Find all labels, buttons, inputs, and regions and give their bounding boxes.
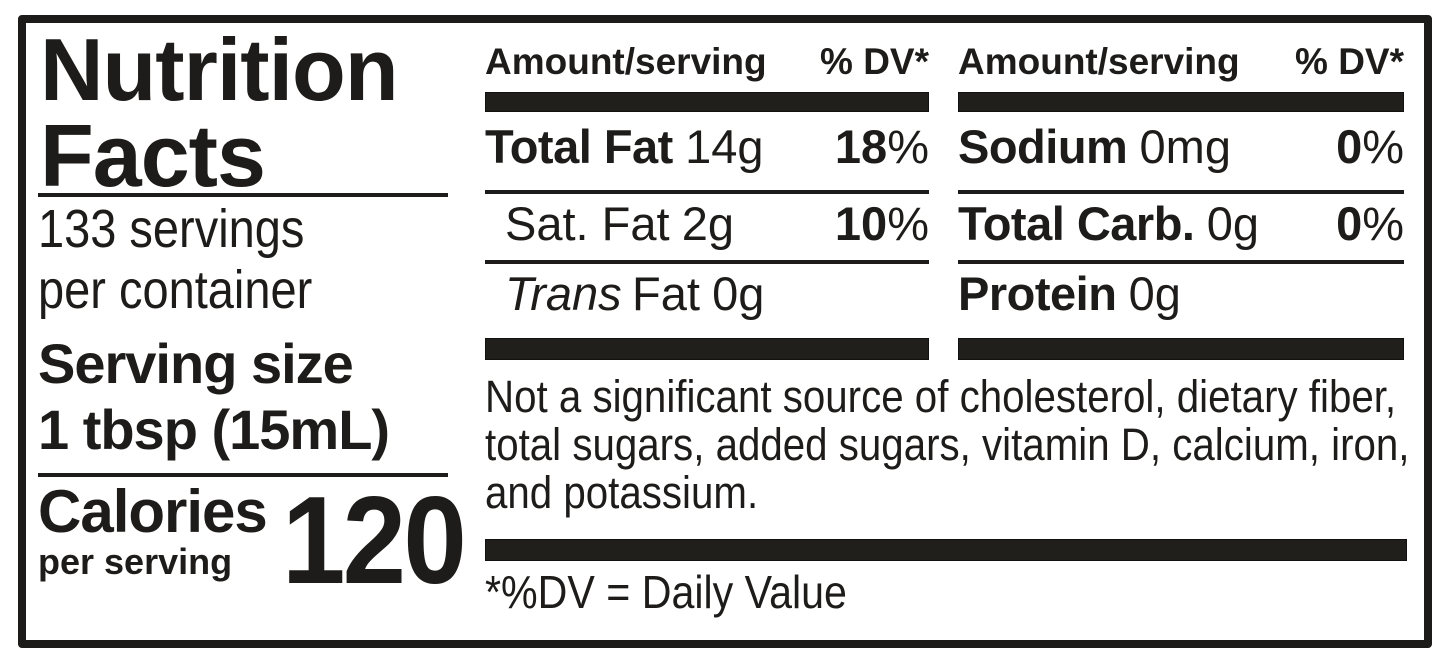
nutrient-row-sodium: Sodium 0mg 0%: [958, 121, 1404, 173]
column-header: Amount/serving % DV*: [485, 41, 929, 83]
nutrient-row-sat-fat: Sat. Fat 2g 10%: [485, 198, 929, 250]
nutrient-column-sodium-carb: Amount/serving % DV* Sodium 0mg 0% Total …: [958, 23, 1404, 368]
nutrient-column-fat: Amount/serving % DV* Total Fat 14g 18% Sa…: [485, 23, 929, 368]
calories-sublabel: per serving: [38, 541, 233, 582]
daily-value-definition: *%DV = Daily Value: [485, 566, 847, 618]
label-title-line1: Nutrition: [40, 20, 399, 119]
nutrient-row-protein: Protein 0g: [958, 268, 1404, 320]
nutrient-name-and-amount: Trans Fat 0g: [505, 268, 764, 320]
serving-size-block: Serving size 1 tbsp (15mL): [38, 331, 390, 463]
row-divider: [958, 190, 1404, 194]
nutrient-name: Trans Fat: [505, 267, 700, 320]
nutrient-amount: 0g: [1206, 197, 1259, 250]
calories-value: 120: [282, 472, 467, 610]
nutrient-amount: 0mg: [1139, 120, 1231, 173]
left-panel-divider-top: [38, 193, 448, 197]
servings-container-line: per container: [38, 260, 313, 320]
nutrient-name-and-amount: Sat. Fat 2g: [505, 198, 734, 250]
column-bottom-bar: [958, 338, 1404, 360]
nutrient-name: Total Carb.: [958, 197, 1195, 250]
column-bottom-bar: [485, 338, 929, 360]
footnote-bar: [485, 539, 1407, 561]
nutrient-amount: 0g: [712, 267, 765, 320]
row-divider: [485, 190, 929, 194]
header-bar: [485, 92, 929, 112]
nutrient-amount: 14g: [685, 120, 764, 173]
nutrient-dv: 10%: [834, 197, 929, 250]
amount-per-serving-header: Amount/serving: [958, 41, 1240, 82]
nutrient-amount: 2g: [681, 197, 735, 250]
nutrition-facts-label: Nutrition Facts 133 servings per contain…: [18, 15, 1432, 648]
nutrient-name-and-amount: Total Fat 14g: [485, 121, 763, 173]
nutrient-name: Total Fat: [485, 120, 673, 173]
serving-size-value: 1 tbsp (15mL): [38, 398, 390, 461]
nutrient-name-and-amount: Total Carb. 0g: [958, 198, 1259, 250]
row-divider: [485, 260, 929, 264]
nutrient-row-total-carb: Total Carb. 0g 0%: [958, 198, 1404, 250]
nutrient-row-trans-fat: Trans Fat 0g: [485, 268, 929, 320]
nutrient-amount: 0g: [1128, 267, 1181, 320]
amount-per-serving-header: Amount/serving: [485, 41, 767, 82]
nutrient-row-total-fat: Total Fat 14g 18%: [485, 121, 929, 173]
percent-dv-header: % DV*: [1295, 41, 1404, 82]
nutrient-name-and-amount: Sodium 0mg: [958, 121, 1231, 173]
left-panel-divider-bottom: [38, 473, 448, 477]
nutrient-name: Sat. Fat: [505, 197, 670, 250]
percent-dv-header: % DV*: [820, 41, 929, 82]
nutrient-name: Protein: [958, 267, 1117, 320]
servings-count-line: 133 servings: [38, 199, 305, 259]
nutrient-name: Sodium: [958, 120, 1128, 173]
row-divider: [958, 260, 1404, 264]
nutrient-dv: 0%: [1336, 120, 1404, 173]
calories-block: Calories per serving: [38, 478, 268, 582]
not-significant-source-note: Not a significant source of cholesterol,…: [485, 371, 1410, 518]
column-header: Amount/serving % DV*: [958, 41, 1404, 83]
label-title: Nutrition Facts: [40, 26, 399, 200]
serving-size-label: Serving size: [38, 332, 354, 395]
calories-label: Calories: [38, 478, 268, 545]
servings-per-container: 133 servings per container: [38, 199, 312, 321]
nutrient-dv: 0%: [1336, 197, 1404, 250]
nutrient-dv: 18%: [834, 120, 929, 173]
header-bar: [958, 92, 1404, 112]
label-title-line2: Facts: [40, 106, 266, 205]
nutrient-name-and-amount: Protein 0g: [958, 268, 1181, 320]
